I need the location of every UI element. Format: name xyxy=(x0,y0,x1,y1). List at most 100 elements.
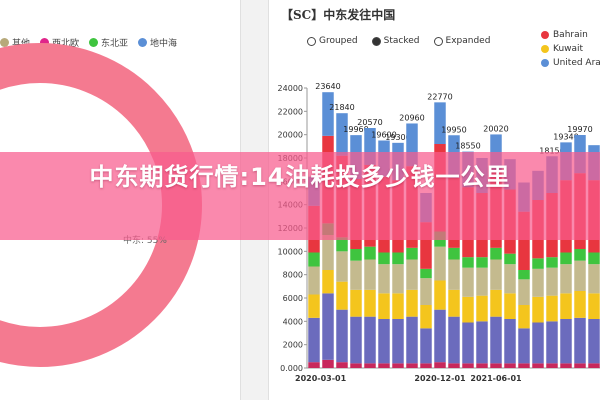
series-legend-item[interactable]: Bahrain xyxy=(541,30,588,40)
bar-segment[interactable] xyxy=(560,363,572,368)
bar-segment[interactable] xyxy=(392,293,404,319)
bar-segment[interactable] xyxy=(406,123,418,167)
bar-segment[interactable] xyxy=(462,296,474,323)
bar-segment[interactable] xyxy=(490,363,502,368)
bar-segment[interactable] xyxy=(406,259,418,290)
bar-segment[interactable] xyxy=(588,252,600,265)
bar-segment[interactable] xyxy=(434,102,446,144)
bar-segment[interactable] xyxy=(322,293,334,360)
bar-segment[interactable] xyxy=(322,92,334,136)
bar-segment[interactable] xyxy=(462,363,474,368)
bar-segment[interactable] xyxy=(532,268,544,297)
bar-segment[interactable] xyxy=(350,363,362,368)
bar-segment[interactable] xyxy=(434,362,446,368)
bar-segment[interactable] xyxy=(350,289,362,317)
bar-segment[interactable] xyxy=(420,328,432,364)
bar-segment[interactable] xyxy=(490,259,502,290)
bar-segment[interactable] xyxy=(406,289,418,317)
bar-segment[interactable] xyxy=(378,319,390,364)
bar-segment[interactable] xyxy=(546,257,558,268)
bar-segment[interactable] xyxy=(392,252,404,265)
bar-segment[interactable] xyxy=(588,264,600,294)
bar-segment[interactable] xyxy=(518,305,530,329)
bar-segment[interactable] xyxy=(364,259,376,290)
bar-segment[interactable] xyxy=(574,317,586,364)
bar-segment[interactable] xyxy=(462,257,474,268)
bar-segment[interactable] xyxy=(406,363,418,368)
bar-segment[interactable] xyxy=(588,319,600,364)
bar-segment[interactable] xyxy=(560,252,572,265)
bar-segment[interactable] xyxy=(448,289,460,317)
bar-segment[interactable] xyxy=(518,279,530,305)
bar-segment[interactable] xyxy=(420,278,432,305)
bar-segment[interactable] xyxy=(518,363,530,368)
bar-segment[interactable] xyxy=(420,305,432,329)
bar-segment[interactable] xyxy=(364,363,376,368)
mode-option-expanded[interactable]: Expanded xyxy=(433,36,490,46)
share-legend-item[interactable]: 东北亚 xyxy=(89,36,128,49)
bar-segment[interactable] xyxy=(420,222,432,269)
bar-segment[interactable] xyxy=(504,293,516,319)
bar-segment[interactable] xyxy=(490,316,502,364)
bar-segment[interactable] xyxy=(504,253,516,265)
bar-segment[interactable] xyxy=(322,235,334,270)
mode-option-stacked[interactable]: Stacked xyxy=(371,36,420,46)
series-legend-item[interactable]: Kuwait xyxy=(541,44,583,54)
bar-segment[interactable] xyxy=(490,247,502,260)
bar-segment[interactable] xyxy=(350,316,362,364)
bar-segment[interactable] xyxy=(476,295,488,322)
bar-segment[interactable] xyxy=(462,267,474,297)
bar-segment[interactable] xyxy=(434,280,446,310)
bar-segment[interactable] xyxy=(448,363,460,368)
bar-segment[interactable] xyxy=(364,289,376,317)
bar-segment[interactable] xyxy=(378,264,390,294)
bar-segment[interactable] xyxy=(308,252,320,267)
bar-segment[interactable] xyxy=(336,362,348,368)
bar-segment[interactable] xyxy=(546,363,558,368)
bar-segment[interactable] xyxy=(406,247,418,260)
bar-segment[interactable] xyxy=(448,259,460,290)
bar-segment[interactable] xyxy=(448,316,460,364)
bar-segment[interactable] xyxy=(364,316,376,364)
bar-segment[interactable] xyxy=(574,249,586,261)
bar-segment[interactable] xyxy=(378,363,390,368)
bar-segment[interactable] xyxy=(560,319,572,364)
bar-segment[interactable] xyxy=(504,319,516,364)
bar-segment[interactable] xyxy=(476,257,488,268)
bar-segment[interactable] xyxy=(532,258,544,269)
mode-option-grouped[interactable]: Grouped xyxy=(307,36,358,46)
share-legend-item[interactable]: 西北欧 xyxy=(40,36,79,49)
bar-segment[interactable] xyxy=(392,319,404,364)
share-legend-item[interactable]: 其他 xyxy=(0,36,30,49)
bar-segment[interactable] xyxy=(420,363,432,368)
bar-segment[interactable] xyxy=(588,363,600,368)
bar-segment[interactable] xyxy=(518,270,530,280)
bar-segment[interactable] xyxy=(322,270,334,294)
bar-segment[interactable] xyxy=(392,264,404,294)
bar-segment[interactable] xyxy=(420,268,432,279)
bar-segment[interactable] xyxy=(406,316,418,364)
bar-segment[interactable] xyxy=(336,251,348,282)
bar-segment[interactable] xyxy=(308,362,320,368)
bar-segment[interactable] xyxy=(434,246,446,281)
bar-segment[interactable] xyxy=(336,281,348,310)
bar-segment[interactable] xyxy=(378,252,390,265)
bar-segment[interactable] xyxy=(504,363,516,368)
bar-segment[interactable] xyxy=(532,363,544,368)
bar-segment[interactable] xyxy=(574,291,586,318)
bar-segment[interactable] xyxy=(476,321,488,364)
bar-segment[interactable] xyxy=(574,363,586,368)
bar-segment[interactable] xyxy=(546,321,558,364)
bar-segment[interactable] xyxy=(518,211,530,270)
bar-segment[interactable] xyxy=(546,267,558,296)
bar-segment[interactable] xyxy=(378,293,390,319)
series-legend-item[interactable]: United Arab... xyxy=(541,58,600,68)
bar-segment[interactable] xyxy=(504,264,516,294)
bar-segment[interactable] xyxy=(350,260,362,290)
bar-segment[interactable] xyxy=(532,296,544,323)
bar-segment[interactable] xyxy=(476,267,488,296)
bar-segment[interactable] xyxy=(560,293,572,319)
bar-segment[interactable] xyxy=(322,359,334,368)
bar-segment[interactable] xyxy=(434,309,446,363)
bar-segment[interactable] xyxy=(560,264,572,294)
